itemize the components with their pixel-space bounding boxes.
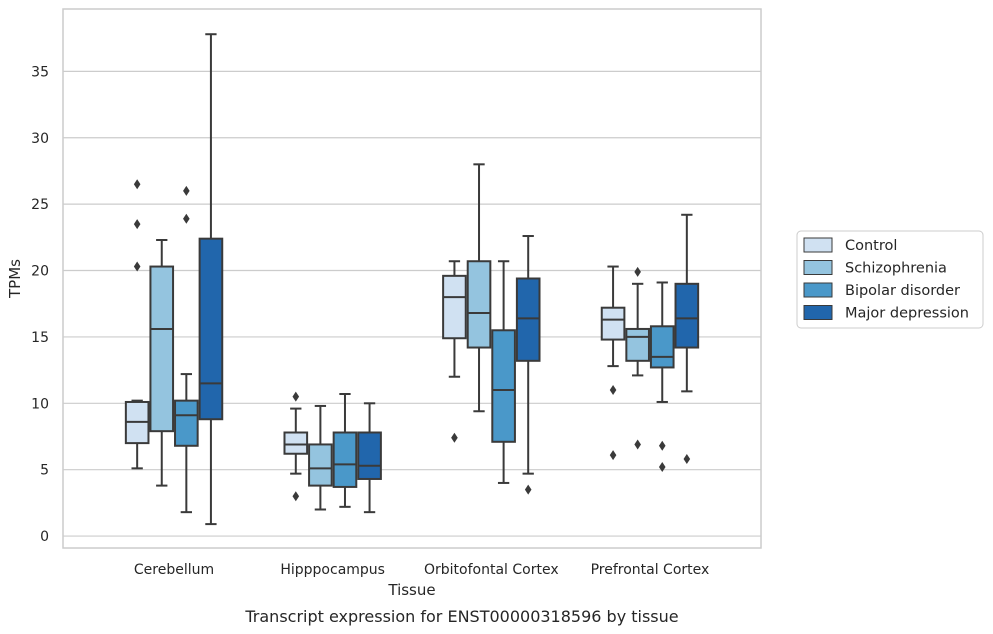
outlier-point (133, 179, 141, 190)
box-schizophrenia (308, 404, 333, 511)
outlier-point (292, 491, 300, 502)
legend-frame (796, 230, 984, 329)
legend: Control Schizophrenia Bipolar disorder Majo… (796, 230, 984, 329)
box-schizophrenia (466, 163, 492, 413)
x-tick-label: Hipppocampus (280, 562, 385, 578)
box-iqr (600, 306, 626, 341)
box-iqr (149, 265, 175, 433)
box-iqr (649, 325, 675, 369)
x-tick-label: Orbitofontal Cortex (424, 562, 559, 578)
y-tick-label: 20 (31, 264, 49, 280)
box-major-depression (198, 33, 224, 526)
box-control (124, 179, 150, 470)
y-tick-label: 5 (40, 463, 49, 479)
legend-entry: Schizophrenia (845, 261, 947, 277)
box-iqr (442, 274, 467, 340)
box-iqr (283, 431, 309, 455)
x-tick-label: Prefrontal Cortex (591, 562, 710, 578)
legend-entry: Control (845, 238, 897, 254)
box-iqr (674, 282, 700, 349)
x-axis-label: Tissue (387, 581, 435, 599)
legend-swatch (803, 260, 833, 275)
box-schizophrenia (149, 239, 175, 487)
y-tick-label: 15 (31, 330, 49, 346)
box-major-depression (674, 213, 700, 465)
outlier-point (133, 261, 141, 272)
y-axis-label: TPMs (6, 259, 24, 299)
y-tick-label: 0 (40, 529, 49, 545)
y-axis-ticks: 0 5 10 15 20 25 30 35 (31, 64, 49, 545)
outlier-point (609, 450, 617, 461)
outlier-point (683, 454, 691, 465)
box-bipolar-disorder (649, 281, 675, 473)
box-major-depression (515, 235, 541, 495)
plot-frame (62, 8, 762, 549)
outlier-point (634, 439, 641, 450)
outlier-point (292, 391, 300, 402)
box-schizophrenia (625, 266, 650, 450)
outlier-point (451, 432, 458, 443)
y-tick-label: 25 (31, 197, 49, 213)
outlier-point (183, 213, 190, 224)
box-bipolar-disorder (332, 393, 358, 508)
outlier-point (609, 385, 617, 396)
box-iqr (491, 329, 516, 443)
outlier-point (658, 462, 666, 473)
box-control (600, 265, 626, 461)
figure-caption: Transcript expression for ENST0000031859… (244, 607, 678, 626)
box-bipolar-disorder (491, 260, 516, 484)
outlier-point (183, 185, 190, 196)
box-iqr (625, 327, 650, 362)
legend-swatch (803, 237, 833, 253)
box-iqr (332, 431, 358, 488)
box-iqr (174, 399, 199, 447)
y-tick-label: 35 (31, 64, 49, 80)
y-tick-label: 30 (31, 131, 49, 147)
box-iqr (308, 443, 333, 487)
outlier-point (133, 219, 141, 230)
box-control (442, 260, 467, 443)
box-iqr (198, 237, 224, 421)
legend-entry: Major depression (845, 306, 969, 322)
outlier-point (634, 266, 641, 277)
box-control (283, 391, 309, 502)
box-iqr (357, 431, 382, 480)
box-major-depression (357, 402, 382, 514)
box-iqr (515, 277, 541, 362)
outlier-point (524, 484, 532, 495)
legend-entry: Bipolar disorder (845, 283, 960, 299)
box-bipolar-disorder (174, 185, 199, 514)
y-tick-label: 10 (31, 396, 49, 412)
x-axis-ticks: Cerebellum Hipppocampus Orbitofontal Corte… (134, 562, 709, 578)
boxes (124, 33, 700, 526)
legend-swatch (803, 305, 833, 320)
x-tick-label: Cerebellum (134, 562, 214, 578)
box-iqr (466, 260, 492, 349)
outlier-point (658, 440, 666, 451)
legend-swatch (803, 282, 833, 298)
